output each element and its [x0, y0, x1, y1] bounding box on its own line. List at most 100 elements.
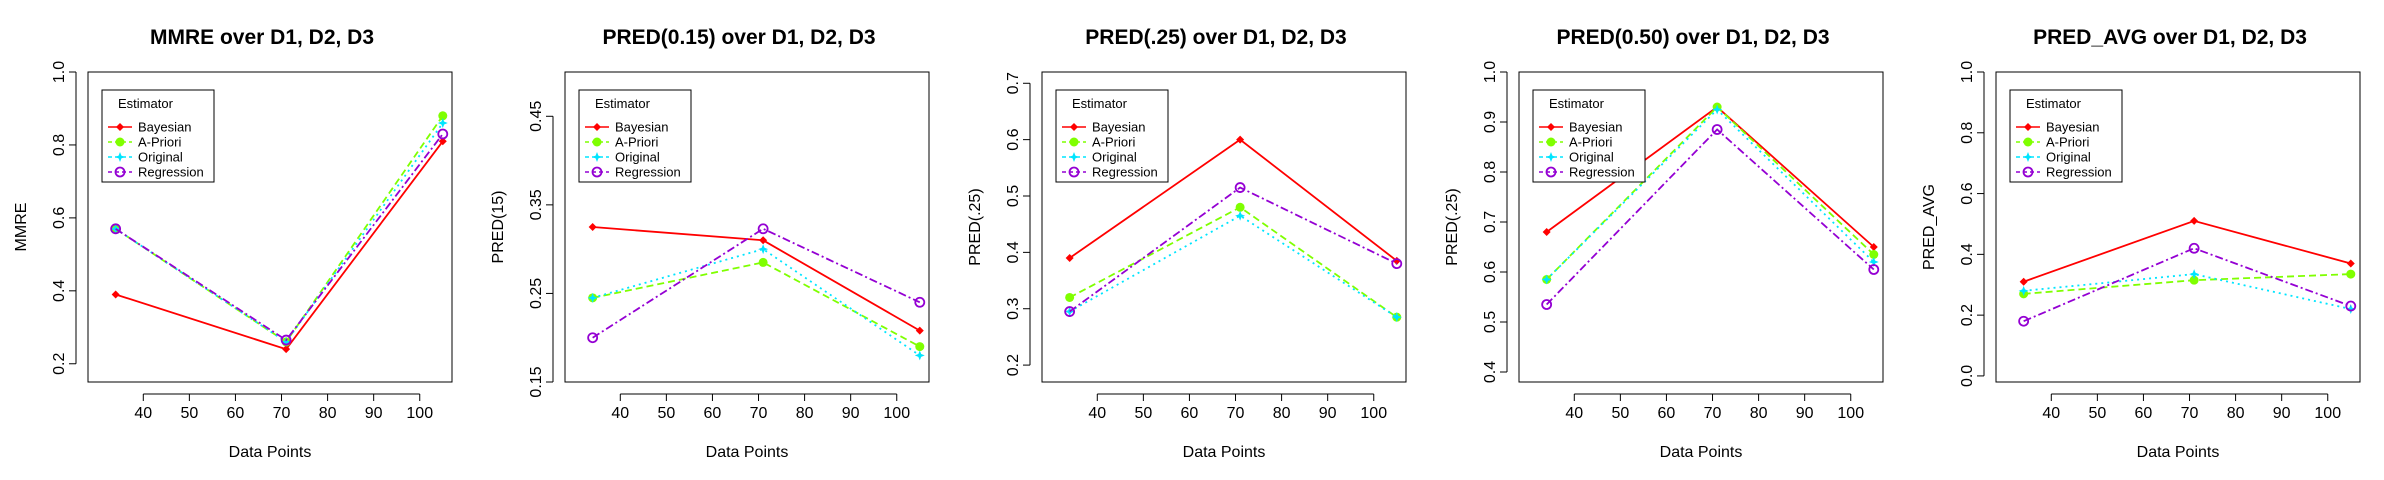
x-tick-label: 80 — [1273, 405, 1291, 422]
x-axis-label: Data Points — [1183, 444, 1266, 461]
y-tick-label: 0.3 — [1005, 298, 1022, 320]
y-tick-label: 0.6 — [51, 207, 68, 229]
data-point-bayesian — [2190, 216, 2199, 225]
chart-title: PRED(.25) over D1, D2, D3 — [1085, 26, 1346, 49]
series-line-regression — [592, 227, 921, 339]
legend-marker-a-priori — [2023, 137, 2033, 147]
legend-label-regression: Regression — [1569, 165, 1635, 180]
series-line-a-priori — [2023, 273, 2351, 295]
legend-label-original: Original — [615, 150, 660, 165]
y-tick-label: 0.15 — [528, 366, 545, 397]
legend-label-bayesian: Bayesian — [1092, 120, 1145, 135]
y-tick-label: 0.8 — [51, 134, 68, 156]
chart-panel-1: MMRE over D1, D2, D3 40 50 60 70 80 90 100 Data … — [13, 26, 453, 461]
legend-marker-bayesian — [1070, 123, 1078, 131]
data-point-original — [2345, 304, 2356, 315]
plot-frame — [1995, 71, 2361, 383]
data-point-a-priori — [1869, 250, 1879, 259]
series-line-regression — [1069, 186, 1398, 313]
data-point-original — [437, 118, 448, 129]
data-point-a-priori — [2189, 275, 2199, 285]
x-tick-label: 70 — [2181, 405, 2199, 422]
x-tick-label: 60 — [704, 405, 722, 422]
x-axis-label: Data Points — [229, 444, 312, 461]
legend-marker-a-priori — [115, 137, 125, 147]
x-tick-label: 50 — [1611, 405, 1629, 422]
legend-marker-original — [2023, 152, 2033, 162]
series-line-original — [2023, 273, 2351, 310]
y-axis-label: PRED(15) — [490, 191, 507, 264]
series-line-regression — [115, 133, 444, 342]
data-point-original — [1391, 312, 1402, 323]
y-axis-label: PRED(.25) — [1444, 188, 1461, 265]
x-tick-label: 50 — [180, 405, 198, 422]
data-point-regression — [914, 296, 926, 308]
series-line-original — [1069, 214, 1398, 318]
y-tick-label: 0.5 — [1482, 311, 1499, 333]
legend-marker-original — [1069, 152, 1079, 162]
data-point-regression — [757, 223, 769, 235]
data-point-regression — [2018, 315, 2030, 327]
data-point-bayesian — [915, 326, 924, 335]
data-point-a-priori — [1065, 292, 1075, 302]
x-tick-label: 80 — [319, 405, 337, 422]
legend-title: Estimator — [1549, 96, 1605, 111]
data-point-regression — [437, 128, 449, 140]
legend-label-a-priori: A-Priori — [138, 135, 181, 150]
legend-marker-regression — [1545, 166, 1557, 178]
y-tick-label: 0.7 — [1005, 72, 1022, 94]
y-tick-label: 0.7 — [1482, 211, 1499, 233]
y-tick-label: 0.4 — [1482, 361, 1499, 383]
legend-box — [1055, 89, 1169, 183]
y-tick-label: 0.2 — [1005, 354, 1022, 376]
x-tick-label: 50 — [1134, 405, 1152, 422]
legend-marker-regression — [1068, 166, 1080, 178]
x-tick-label: 60 — [1658, 405, 1676, 422]
plot-frame — [564, 71, 930, 383]
data-point-bayesian — [588, 223, 597, 231]
legend-marker-original — [115, 152, 125, 162]
data-point-regression — [2188, 242, 2200, 254]
data-point-original — [1868, 257, 1879, 267]
legend-marker-regression — [114, 166, 126, 178]
data-point-original — [758, 244, 769, 255]
x-tick-label: 60 — [2135, 405, 2153, 422]
x-tick-label: 70 — [1227, 405, 1245, 422]
y-tick-label: 0.6 — [1005, 128, 1022, 150]
plot-frame — [1041, 71, 1407, 383]
legend-label-regression: Regression — [138, 165, 204, 180]
legend-label-bayesian: Bayesian — [1569, 120, 1622, 135]
data-point-a-priori — [758, 257, 768, 267]
x-tick-label: 40 — [134, 405, 152, 422]
y-tick-label: 0.4 — [1005, 241, 1022, 263]
data-point-original — [914, 350, 925, 361]
chart-title: PRED(0.50) over D1, D2, D3 — [1556, 26, 1829, 49]
chart-panel-4: PRED(0.50) over D1, D2, D3 40 50 60 70 80 90 10… — [1444, 26, 1884, 461]
chart-title: MMRE over D1, D2, D3 — [150, 26, 374, 49]
x-tick-label: 90 — [1796, 405, 1814, 422]
legend-label-bayesian: Bayesian — [2046, 120, 2099, 135]
data-point-regression — [1234, 182, 1246, 193]
legend-marker-regression — [591, 166, 603, 178]
chart-title: PRED_AVG over D1, D2, D3 — [2033, 26, 2307, 49]
data-point-bayesian — [1542, 228, 1551, 236]
legend-label-bayesian: Bayesian — [615, 120, 668, 135]
legend-marker-a-priori — [1546, 137, 1556, 147]
y-tick-label: 0.25 — [528, 278, 545, 309]
legend-marker-a-priori — [1069, 137, 1079, 147]
legend-label-a-priori: A-Priori — [1569, 135, 1612, 150]
x-tick-label: 90 — [2273, 405, 2291, 422]
legend-label-original: Original — [1092, 150, 1137, 165]
x-tick-label: 40 — [611, 405, 629, 422]
legend-title: Estimator — [1072, 96, 1128, 111]
legend-title: Estimator — [118, 96, 174, 111]
series-line-regression — [2023, 247, 2352, 323]
data-point-a-priori — [2346, 269, 2356, 279]
legend-label-original: Original — [138, 150, 183, 165]
series-line-regression — [1546, 128, 1875, 306]
y-tick-label: 0.5 — [1005, 185, 1022, 207]
data-point-bayesian — [759, 236, 768, 245]
y-tick-label: 0.4 — [51, 280, 68, 302]
data-point-original — [2189, 269, 2200, 280]
x-tick-label: 80 — [796, 405, 814, 422]
